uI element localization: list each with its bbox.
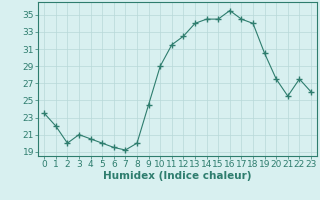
X-axis label: Humidex (Indice chaleur): Humidex (Indice chaleur)	[103, 171, 252, 181]
